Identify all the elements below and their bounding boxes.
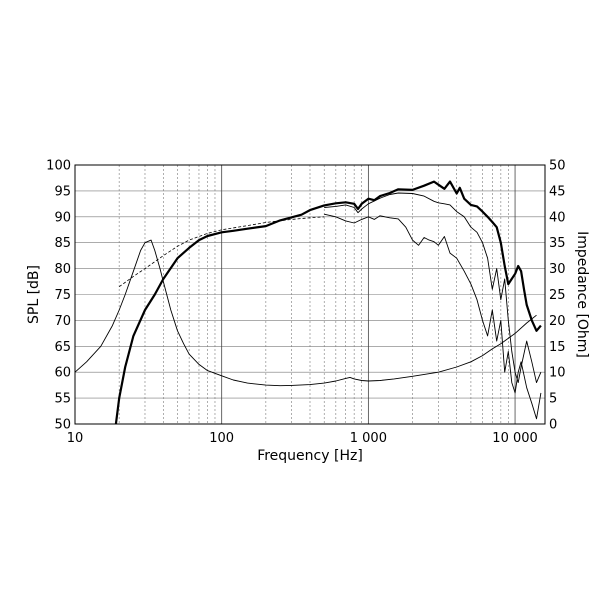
x-axis-ticks: 10 100 1 000 10 000 xyxy=(67,431,538,446)
y-tick-label: 55 xyxy=(54,392,71,407)
series-group xyxy=(74,180,542,425)
y-tick-label: 50 xyxy=(54,418,71,433)
series-line-spl_off_axis_1 xyxy=(324,192,542,384)
grid xyxy=(75,165,545,424)
y-tick-label: 95 xyxy=(54,184,71,199)
left-axis-ticks: 50 55 60 65 70 75 80 85 90 95 100 xyxy=(46,159,71,433)
x-tick-label: 10 000 xyxy=(492,431,538,446)
y-tick-label: 90 xyxy=(54,210,71,225)
y-right-tick-label: 10 xyxy=(549,366,566,381)
y-right-tick-label: 40 xyxy=(549,210,566,225)
y-right-tick-label: 50 xyxy=(549,159,566,174)
x-tick-label: 10 xyxy=(67,431,84,446)
y-axis-label-left: SPL [dB] xyxy=(26,265,42,324)
y-axis-label-right: Impedance [Ohm] xyxy=(574,231,590,358)
y-right-tick-label: 25 xyxy=(549,288,566,303)
y-tick-label: 100 xyxy=(46,159,71,174)
series-line-spl_dashed xyxy=(118,216,325,288)
y-right-tick-label: 0 xyxy=(549,418,557,433)
plot-frame xyxy=(74,164,546,425)
y-right-tick-label: 15 xyxy=(549,340,566,355)
x-axis-label: Frequency [Hz] xyxy=(257,448,363,464)
y-right-tick-label: 20 xyxy=(549,314,566,329)
y-tick-label: 75 xyxy=(54,288,71,303)
y-right-tick-label: 45 xyxy=(549,184,566,199)
x-tick-label: 1 000 xyxy=(350,431,387,446)
series-line-impedance xyxy=(74,239,537,387)
y-right-tick-label: 5 xyxy=(549,392,557,407)
right-axis-ticks: 0 5 10 15 20 25 30 35 40 45 50 xyxy=(549,159,566,433)
y-right-tick-label: 35 xyxy=(549,236,566,251)
series-line-spl_on_axis xyxy=(114,180,542,425)
y-tick-label: 65 xyxy=(54,340,71,355)
series-line-spl_off_axis_2 xyxy=(324,213,542,420)
y-tick-label: 70 xyxy=(54,314,71,329)
y-right-tick-label: 30 xyxy=(549,262,566,277)
y-tick-label: 60 xyxy=(54,366,71,381)
y-tick-label: 80 xyxy=(54,262,71,277)
x-tick-label: 100 xyxy=(209,431,234,446)
y-tick-label: 85 xyxy=(54,236,71,251)
